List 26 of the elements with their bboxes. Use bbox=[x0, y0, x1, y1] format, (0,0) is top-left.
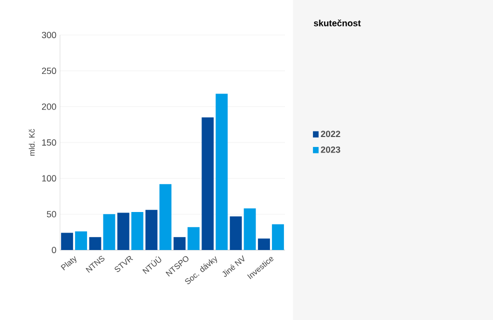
bar bbox=[145, 210, 158, 250]
bar bbox=[174, 237, 186, 250]
legend-title: skutečnost bbox=[314, 20, 361, 26]
y-tick-label: 0 bbox=[52, 246, 56, 254]
bar bbox=[61, 232, 74, 250]
y-tick-label: 150 bbox=[42, 139, 56, 146]
bar bbox=[244, 208, 256, 250]
bar bbox=[216, 94, 228, 250]
bar bbox=[188, 227, 200, 250]
bar bbox=[131, 212, 144, 250]
bar bbox=[103, 214, 116, 250]
y-tick-label: 300 bbox=[42, 32, 56, 38]
y-tick-label: 100 bbox=[42, 175, 56, 182]
y-tick-label: 200 bbox=[42, 103, 56, 110]
bar bbox=[89, 237, 102, 250]
bar bbox=[202, 117, 214, 250]
bar bbox=[272, 224, 284, 250]
legend-label: 2022 bbox=[320, 130, 340, 138]
y-tick-label: 50 bbox=[46, 210, 56, 218]
bar bbox=[117, 212, 130, 250]
legend-label: 2023 bbox=[320, 146, 340, 153]
bar bbox=[258, 238, 270, 250]
y-tick-label: 250 bbox=[42, 68, 56, 74]
bar bbox=[159, 184, 172, 250]
bar bbox=[230, 216, 242, 250]
bar bbox=[75, 231, 88, 250]
